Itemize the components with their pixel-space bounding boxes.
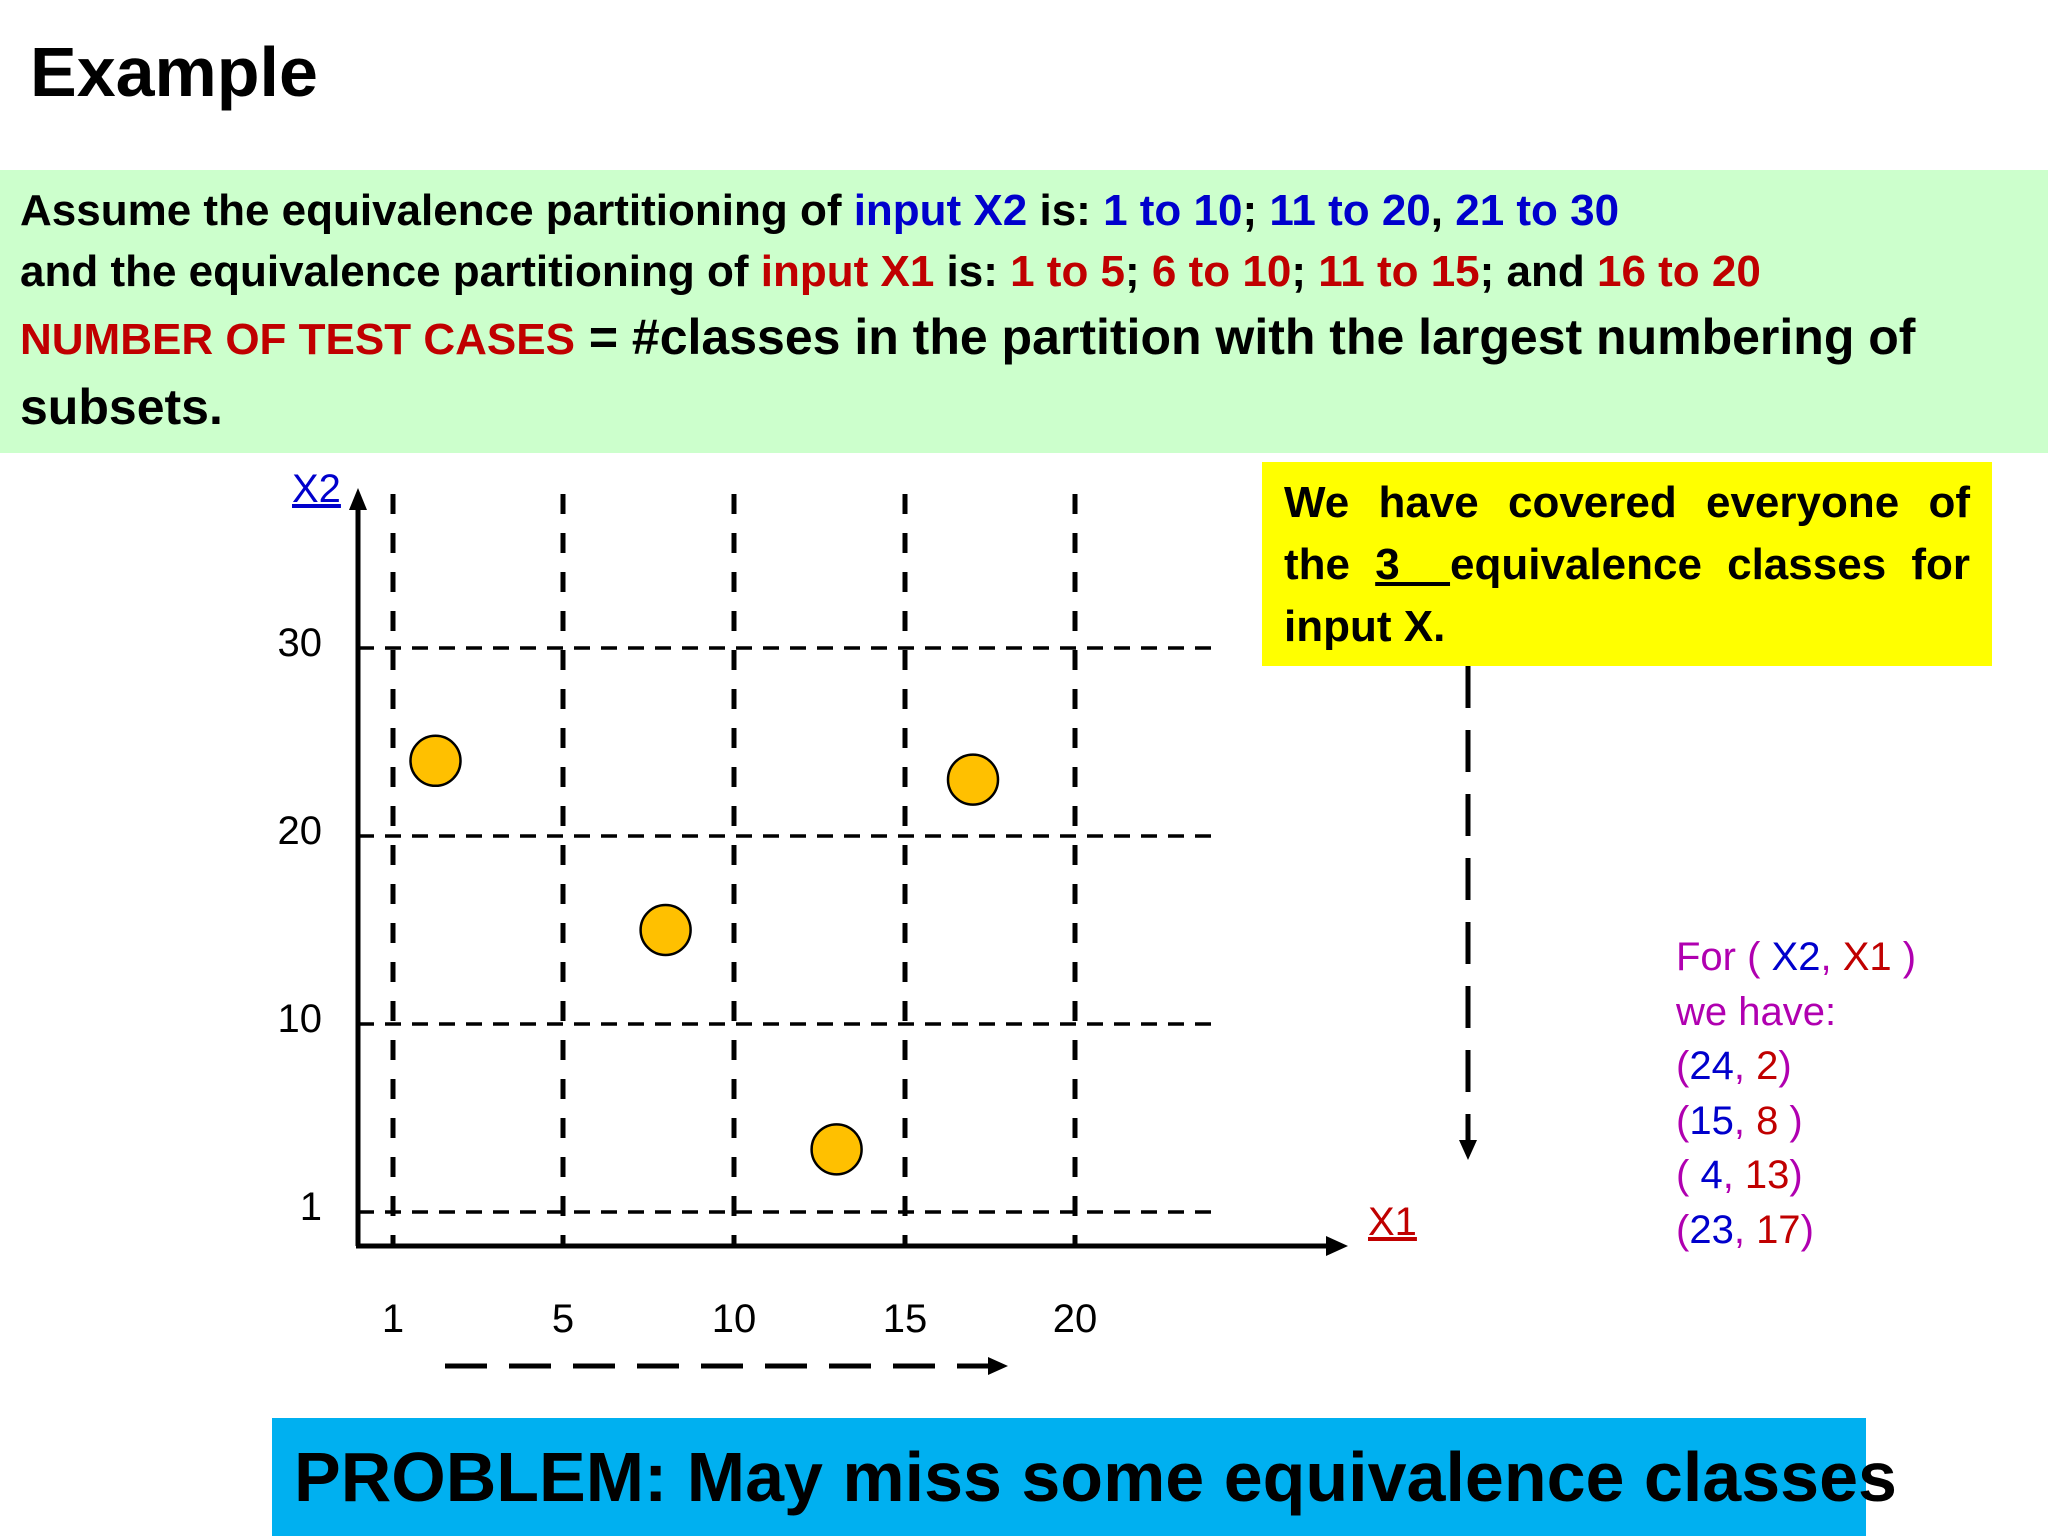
test-cases-definition-cont: subsets. xyxy=(20,379,223,435)
pair-x2: 4 xyxy=(1700,1153,1723,1197)
legend-pair: ( 4, 13) xyxy=(1676,1153,1803,1197)
text-fragment: ; and xyxy=(1479,247,1597,296)
text-fragment: ; xyxy=(1242,186,1270,235)
assumption-line-x1: and the equivalence partitioning of inpu… xyxy=(20,247,1761,297)
note-text-end: equivalence classes for input X. xyxy=(1284,540,1970,651)
coverage-note: We have covered everyone of the 3 equiva… xyxy=(1262,462,1992,666)
text-fragment: is: xyxy=(1027,186,1104,235)
y-tick-label: 30 xyxy=(278,621,323,665)
test-case-point xyxy=(946,753,1000,806)
assumption-panel xyxy=(0,170,2048,453)
test-cases-label: NUMBER OF TEST CASES xyxy=(20,315,575,364)
note-text: We have covered everyone of the xyxy=(1284,478,1970,589)
x2-class-1: 1 to 10 xyxy=(1103,186,1243,235)
y-axis-arrowhead xyxy=(349,488,367,510)
text-fragment: ; xyxy=(1125,247,1152,296)
x1-class-4: 16 to 20 xyxy=(1596,247,1761,296)
x1-class-2: 6 to 10 xyxy=(1151,247,1292,296)
text-fragment: Assume the equivalence partitioning of xyxy=(20,186,854,235)
x-axis-arrowhead xyxy=(1326,1236,1348,1256)
x-tick-label: 10 xyxy=(712,1297,757,1341)
x-tick-label: 1 xyxy=(382,1297,404,1341)
y-tick-label: 10 xyxy=(278,997,323,1041)
test-case-points xyxy=(409,734,1000,1176)
pair-x1: 17 xyxy=(1756,1207,1801,1252)
x1-class-1: 1 to 5 xyxy=(1010,247,1126,296)
y-tick-label: 1 xyxy=(300,1185,322,1229)
text-fragment: = #classes in the partition with the lar… xyxy=(574,309,1916,365)
text-fragment: ; xyxy=(1291,247,1319,296)
x1-direction-arrowhead xyxy=(988,1357,1008,1375)
legend-pair: (15, 8 ) xyxy=(1676,1098,1803,1143)
x2-direction-arrowhead xyxy=(1459,1140,1477,1160)
problem-banner: PROBLEM: May miss some equivalence class… xyxy=(272,1418,1897,1536)
x-tick-label: 5 xyxy=(552,1297,574,1341)
test-case-point xyxy=(409,734,462,788)
pair-x1: 8 xyxy=(1756,1098,1790,1143)
text-fragment: is: xyxy=(934,247,1011,296)
x1-class-3: 11 to 15 xyxy=(1318,247,1480,296)
legend-x1: X1 xyxy=(1842,935,1892,979)
input-x2-label: input X2 xyxy=(853,186,1028,235)
pair-x2: 24 xyxy=(1689,1044,1734,1088)
test-cases-definition: NUMBER OF TEST CASES = #classes in the p… xyxy=(20,308,1915,366)
pair-x2: 23 xyxy=(1689,1207,1734,1252)
x2-class-3: 21 to 30 xyxy=(1455,186,1620,235)
test-case-legend: For ( X2, X1 ) we have: (24, 2) (15, 8 )… xyxy=(1676,930,1916,1257)
assumption-line-x2: Assume the equivalence partitioning of i… xyxy=(20,186,1619,236)
text-fragment: , xyxy=(1820,935,1843,979)
x-axis-label: X1 xyxy=(1368,1200,1417,1244)
legend-pair: (23, 17) xyxy=(1676,1207,1814,1252)
x2-class-2: 11 to 20 xyxy=(1269,186,1431,235)
x-tick-label: 15 xyxy=(883,1297,928,1341)
legend-pair: (24, 2) xyxy=(1676,1044,1792,1088)
y-axis-label: X2 xyxy=(292,467,341,511)
pair-x2: 15 xyxy=(1689,1098,1734,1143)
partition-grid-lines xyxy=(358,494,1212,1246)
legend-header: For ( X2, X1 ) xyxy=(1676,930,1916,985)
input-x1-label: input X1 xyxy=(760,247,935,296)
y-tick-label: 20 xyxy=(278,809,323,853)
legend-x2: X2 xyxy=(1771,935,1821,979)
text-fragment: For ( xyxy=(1676,935,1772,979)
x-tick-label: 20 xyxy=(1053,1297,1098,1341)
slide-title: Example xyxy=(30,33,318,111)
pair-x1: 13 xyxy=(1744,1153,1790,1197)
text-fragment: and the equivalence partitioning of xyxy=(20,247,761,296)
text-fragment: , xyxy=(1430,186,1456,235)
pair-x1: 2 xyxy=(1756,1044,1779,1088)
test-case-point xyxy=(639,903,692,957)
note-count: 3 xyxy=(1375,540,1451,589)
legend-subheader: we have: xyxy=(1676,989,1837,1034)
text-fragment: ) xyxy=(1891,935,1917,979)
test-case-point xyxy=(810,1123,863,1176)
